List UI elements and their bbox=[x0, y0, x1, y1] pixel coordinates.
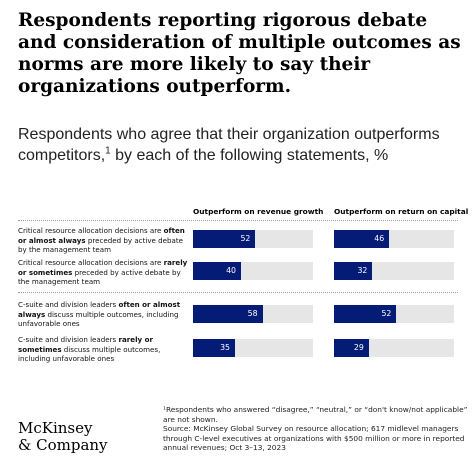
bar-value-label: 52 bbox=[240, 234, 251, 243]
row-label-emphasis: rarely or sometimes bbox=[18, 258, 188, 277]
bar-track: 29 bbox=[334, 339, 454, 357]
bar-value-label: 46 bbox=[374, 234, 385, 243]
column-header-revenue-growth: Outperform on revenue growth bbox=[193, 207, 324, 216]
row-label-text: preceded by active debate by the managem… bbox=[18, 235, 184, 255]
bar: 58 bbox=[193, 305, 263, 323]
row-label: C-suite and division leaders rarely or s… bbox=[18, 335, 190, 364]
bar: 52 bbox=[193, 230, 256, 248]
bar-track: 58 bbox=[193, 305, 313, 323]
row-label-emphasis: often or almost always bbox=[18, 226, 185, 245]
row-label: Critical resource allocation decisions a… bbox=[18, 226, 190, 255]
bar: 35 bbox=[193, 339, 235, 357]
row-label-text: discuss multiple outcomes, including unf… bbox=[18, 309, 179, 329]
bar-value-label: 52 bbox=[381, 309, 392, 318]
chart-title: Respondents reporting rigorous debate an… bbox=[18, 10, 461, 97]
row-label-text: Critical resource allocation decisions a… bbox=[18, 258, 164, 267]
bar: 40 bbox=[193, 262, 241, 280]
column-header-return-on-capital: Outperform on return on capital bbox=[334, 207, 469, 216]
mckinsey-logo: McKinsey & Company bbox=[18, 419, 108, 454]
row-divider bbox=[18, 292, 458, 293]
footnote-marker: 1 bbox=[105, 145, 111, 157]
bar: 52 bbox=[334, 305, 397, 323]
chart-subtitle: Respondents who agree that their organiz… bbox=[18, 124, 468, 166]
bar-track: 46 bbox=[334, 230, 454, 248]
row-label: C-suite and division leaders often or al… bbox=[18, 300, 190, 329]
bar-value-label: 32 bbox=[357, 266, 368, 275]
row-label-text: C-suite and division leaders bbox=[18, 300, 119, 309]
subtitle-text: Respondents who agree that their organiz… bbox=[18, 126, 440, 164]
bar-track: 40 bbox=[193, 262, 313, 280]
bar-track: 52 bbox=[334, 305, 454, 323]
bar-value-label: 58 bbox=[247, 309, 258, 318]
bar-value-label: 40 bbox=[226, 266, 236, 275]
subtitle-end: by each of the following statements, % bbox=[110, 147, 389, 164]
row-label-text: C-suite and division leaders bbox=[18, 335, 119, 344]
row-label-emphasis: rarely or sometimes bbox=[18, 335, 153, 354]
bar: 46 bbox=[334, 230, 390, 248]
bar: 32 bbox=[334, 262, 373, 280]
row-label-text: Critical resource allocation decisions a… bbox=[18, 226, 164, 235]
row-label-text: discuss multiple outcomes, including unf… bbox=[18, 344, 161, 364]
footnote: ¹Respondents who answered “disagree,” “n… bbox=[163, 405, 468, 452]
bar-track: 35 bbox=[193, 339, 313, 357]
bar: 29 bbox=[334, 339, 369, 357]
row-divider bbox=[18, 220, 458, 221]
row-label-emphasis: often or almost always bbox=[18, 300, 181, 319]
row-label-text: preceded by active debate by the managem… bbox=[18, 267, 181, 287]
bar-track: 32 bbox=[334, 262, 454, 280]
bar-track: 52 bbox=[193, 230, 313, 248]
bar-value-label: 35 bbox=[220, 343, 230, 352]
row-label: Critical resource allocation decisions a… bbox=[18, 258, 190, 287]
bar-value-label: 29 bbox=[353, 343, 364, 352]
